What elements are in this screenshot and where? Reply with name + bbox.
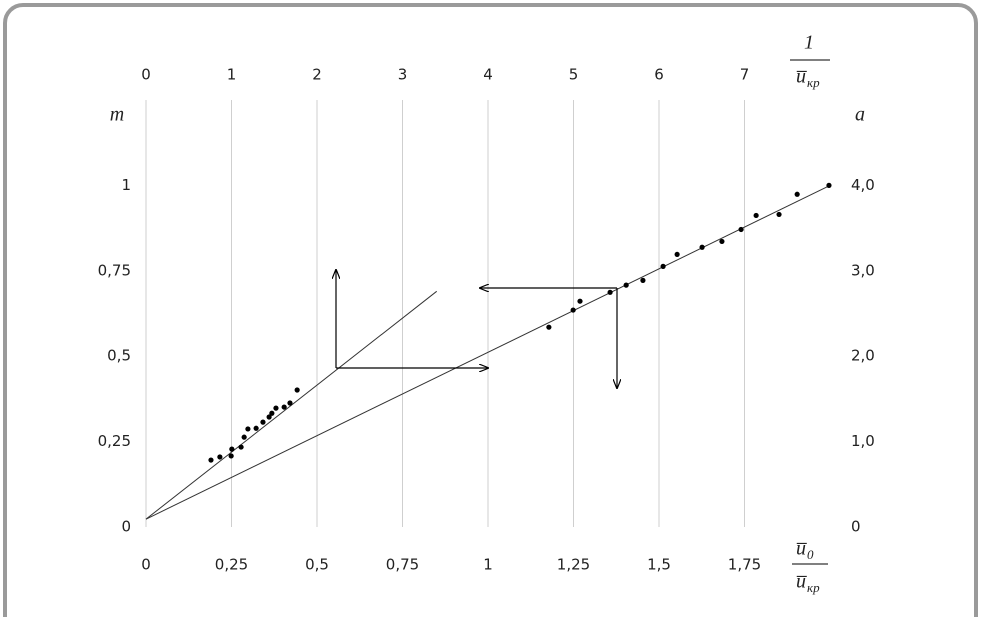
point (245, 426, 251, 432)
y2-tick-label: 2,0 (851, 347, 875, 365)
point (776, 211, 782, 218)
x2-tick-label: 3 (398, 66, 408, 84)
point (623, 282, 629, 288)
point (640, 277, 646, 283)
x2-label-num: 1 (804, 32, 814, 54)
x-label-num: u̅ (796, 538, 808, 560)
point (738, 226, 744, 233)
point (273, 405, 279, 411)
x-tick-label: 1,25 (557, 556, 590, 574)
x-tick-label: 1,5 (647, 556, 671, 574)
point (229, 446, 235, 452)
point (674, 251, 680, 258)
x2-tick-label: 7 (740, 66, 750, 84)
point (208, 457, 214, 463)
point (217, 454, 223, 460)
y-tick-label: 0,75 (98, 261, 131, 279)
x2-tick-label: 4 (483, 66, 493, 84)
x-tick-label: 0,75 (386, 556, 419, 574)
point (660, 263, 666, 269)
point (238, 444, 244, 450)
x-label-den: u̅ (796, 571, 808, 593)
point (266, 414, 272, 420)
x2-tick-label: 0 (141, 66, 151, 84)
point (253, 425, 259, 431)
point (826, 182, 832, 188)
point (577, 298, 583, 304)
point (228, 453, 234, 459)
point (269, 410, 275, 416)
x-label-num-sub: 0 (807, 547, 814, 562)
y2-tick-label: 0 (851, 518, 861, 536)
x2-label-den-sub: кр (807, 75, 820, 90)
y-tick-label: 0,25 (98, 432, 131, 450)
x-label-den-sub: кр (807, 580, 820, 595)
x2-tick-label: 2 (312, 66, 322, 84)
point (719, 238, 725, 245)
point (699, 244, 705, 250)
y-axis-label: m (110, 104, 124, 126)
x-tick-label: 0,5 (305, 556, 329, 574)
x2-tick-label: 6 (654, 66, 664, 84)
x-tick-label: 0,25 (215, 556, 248, 574)
fit-line (145, 184, 831, 520)
x2-tick-label: 5 (569, 66, 579, 84)
arrows (336, 270, 617, 388)
point (241, 434, 247, 440)
x-tick-label: 0 (141, 556, 151, 574)
y-tick-label: 1 (121, 176, 131, 194)
fit-line (145, 290, 438, 520)
x2-tick-label: 1 (227, 66, 237, 84)
point (287, 400, 293, 406)
point (281, 404, 287, 410)
y2-tick-label: 3,0 (851, 261, 875, 279)
point (794, 191, 800, 197)
point (546, 324, 552, 330)
point (753, 212, 759, 219)
point (570, 307, 576, 313)
point (607, 289, 613, 295)
point (294, 387, 300, 393)
y-tick-label: 0 (121, 518, 131, 536)
x-tick-label: 1 (483, 556, 493, 574)
y2-tick-label: 4,0 (851, 176, 875, 194)
x2-label-den: u̅ (796, 66, 808, 88)
x-tick-label: 1,75 (728, 556, 761, 574)
axis-labels: m a u̅ 0 u̅ кр 1 u̅ кр (110, 32, 865, 595)
point (260, 419, 266, 425)
y2-axis-label: a (855, 104, 865, 126)
y2-tick-label: 1,0 (851, 432, 875, 450)
frame (3, 3, 978, 617)
y-tick-label: 0,5 (107, 347, 131, 365)
